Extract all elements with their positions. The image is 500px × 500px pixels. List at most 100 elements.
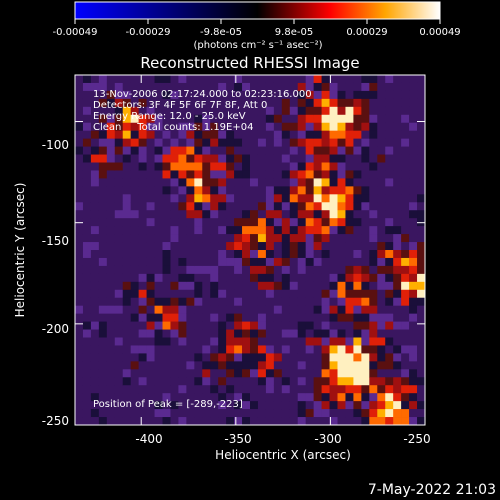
heatmap-cell [90, 377, 100, 386]
heatmap-cell [114, 369, 124, 378]
heatmap-cell [186, 250, 195, 259]
heatmap-cell [265, 313, 275, 322]
heatmap-cell [234, 90, 243, 100]
heatmap-cell [377, 186, 386, 195]
heatmap-cell [130, 146, 139, 155]
heatmap-cell [210, 409, 219, 418]
heatmap-cell [273, 250, 283, 259]
heatmap-cell [273, 162, 283, 171]
heatmap-cell [170, 250, 179, 259]
heatmap-cell [313, 130, 322, 139]
heatmap-cell [385, 138, 394, 147]
heatmap-cell [178, 281, 187, 291]
heatmap-cell [114, 162, 124, 171]
heatmap-cell [186, 257, 195, 267]
heatmap-cell [305, 75, 314, 84]
heatmap-cell [257, 90, 267, 100]
heatmap-cell [218, 178, 227, 187]
heatmap-cell [289, 82, 299, 92]
heatmap-cell [313, 202, 322, 211]
heatmap-cell [385, 210, 394, 219]
heatmap-cell [154, 345, 163, 354]
heatmap-cell [130, 401, 139, 410]
heatmap-cell [122, 202, 131, 211]
heatmap-cell [194, 98, 203, 108]
heatmap-cell [393, 361, 402, 370]
heatmap-cell [265, 162, 275, 171]
heatmap-cell [337, 417, 346, 426]
heatmap-cell [218, 361, 227, 370]
heatmap-cell [385, 401, 394, 410]
heatmap-cell [122, 170, 131, 179]
heatmap-cell [82, 345, 92, 354]
heatmap-cell [170, 345, 179, 354]
heatmap-cell [178, 114, 187, 124]
heatmap-cell [242, 98, 251, 108]
heatmap-cell [345, 242, 354, 251]
heatmap-cell [353, 82, 362, 92]
heatmap-cell [114, 194, 124, 203]
heatmap-cell [82, 321, 92, 330]
heatmap-cell [305, 385, 314, 394]
heatmap-cell [90, 106, 100, 116]
heatmap-cell [170, 417, 179, 426]
heatmap-cell [162, 202, 171, 211]
heatmap-cell [369, 401, 378, 410]
heatmap-cell [353, 289, 362, 299]
heatmap-cell [75, 401, 84, 410]
heatmap-cell [417, 250, 426, 259]
heatmap-cell [98, 218, 108, 227]
heatmap-cell [393, 178, 402, 187]
heatmap-cell [202, 234, 211, 243]
heatmap-cell [138, 234, 147, 243]
heatmap-cell [385, 417, 394, 426]
heatmap-cell [154, 369, 163, 378]
heatmap-cell [257, 409, 267, 418]
heatmap-cell [194, 305, 203, 314]
heatmap-cell [377, 297, 386, 306]
heatmap-cell [337, 106, 346, 116]
heatmap-cell [210, 305, 219, 314]
heatmap-cell [98, 154, 108, 163]
heatmap-cell [345, 361, 354, 370]
heatmap-cell [385, 250, 394, 259]
heatmap-cell [361, 305, 370, 314]
heatmap-cell [257, 273, 267, 283]
heatmap-cell [114, 122, 124, 131]
heatmap-cell [337, 194, 346, 203]
heatmap-cell [90, 361, 100, 370]
heatmap-cell [281, 122, 291, 131]
heatmap-cell [385, 337, 394, 346]
heatmap-cell [75, 377, 84, 386]
heatmap-cell [82, 202, 92, 211]
heatmap-cell [178, 130, 187, 139]
heatmap-cell [250, 186, 259, 195]
heatmap-cell [385, 369, 394, 378]
heatmap-cell [218, 98, 227, 108]
heatmap-cell [257, 218, 267, 227]
heatmap-cell [186, 194, 195, 203]
heatmap-cell [369, 75, 378, 84]
heatmap-cell [273, 122, 283, 131]
heatmap-cell [130, 178, 139, 187]
heatmap-cell [98, 106, 108, 116]
heatmap-cell [226, 250, 235, 259]
heatmap-cell [417, 98, 426, 108]
heatmap-cell [345, 345, 354, 354]
heatmap-cell [257, 202, 267, 211]
heatmap-cell [210, 138, 219, 147]
heatmap-cell [234, 114, 243, 124]
heatmap-cell [353, 353, 362, 362]
heatmap-cell [265, 297, 275, 306]
heatmap-cell [265, 178, 275, 187]
heatmap-cell [75, 122, 84, 131]
heatmap-cell [202, 250, 211, 259]
heatmap-cell [242, 202, 251, 211]
heatmap-cell [321, 75, 330, 84]
heatmap-cell [162, 257, 171, 267]
heatmap-cell [154, 114, 163, 124]
heatmap-cell [353, 146, 362, 155]
heatmap-cell [401, 218, 410, 227]
heatmap-cell [202, 90, 211, 100]
heatmap-cell [345, 170, 354, 179]
